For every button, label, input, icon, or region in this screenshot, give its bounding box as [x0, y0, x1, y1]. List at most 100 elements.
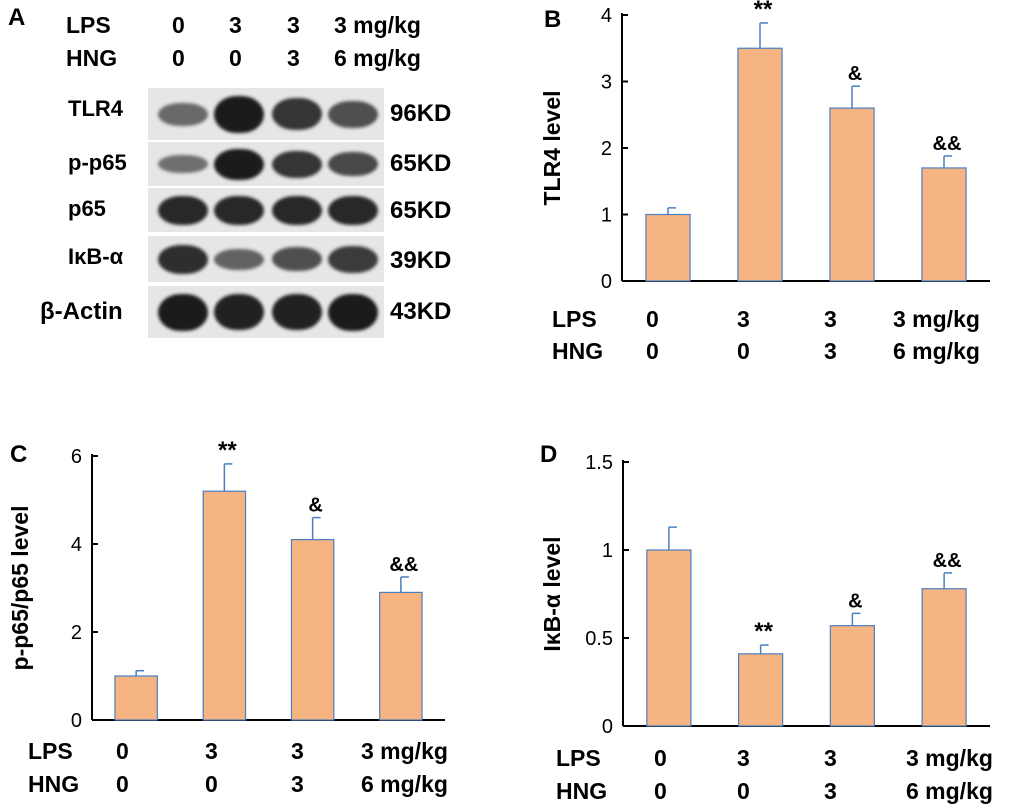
blot-band	[214, 249, 264, 270]
chart-d-lps-value: 3	[737, 745, 750, 771]
blot-band	[328, 101, 378, 128]
chart-b-hng-label: HNG	[552, 338, 604, 364]
y-tick-label: 2	[71, 622, 82, 644]
blot-band	[272, 294, 322, 330]
chart-c-lps-value: 3 mg/kg	[361, 738, 448, 764]
significance-label: &&	[933, 133, 962, 155]
blot-hng-label: HNG	[66, 45, 118, 71]
y-tick-label: 6	[71, 446, 82, 468]
blot-kd-p65: 65KD	[390, 197, 452, 224]
blot-lps-label: LPS	[66, 12, 111, 38]
blot-band	[272, 247, 322, 271]
chart-d-hng-value: 6 mg/kg	[906, 778, 993, 804]
bar	[737, 47, 783, 282]
blot-kd-beta-actin: 43KD	[390, 298, 452, 325]
blot-hng-value: 0	[229, 45, 242, 71]
chart-b-hng-value: 6 mg/kg	[893, 338, 980, 364]
chart-c-lps-value: 0	[116, 738, 129, 764]
blot-label-p-p65: p-p65	[68, 150, 127, 175]
blot-kd-tlr4: 96KD	[390, 100, 452, 127]
blot-label-tlr4: TLR4	[68, 96, 123, 121]
blot-band	[328, 196, 378, 225]
blot-band	[272, 151, 322, 178]
blot-strip-beta-actin	[148, 286, 384, 338]
panel-b-letter: B	[544, 6, 562, 33]
chart-d-lps-value: 0	[654, 745, 667, 771]
blot-band	[158, 103, 208, 126]
chart-d-lps-label: LPS	[556, 745, 601, 771]
chart-b-lps-value: 3 mg/kg	[893, 306, 980, 332]
blot-strip-p-p65	[148, 142, 384, 186]
blot-band	[328, 246, 378, 273]
blot-band	[158, 245, 208, 274]
y-tick-label: 0	[601, 271, 612, 293]
blot-band	[328, 294, 378, 331]
blot-band	[158, 196, 208, 225]
y-tick-label: 0	[71, 710, 82, 732]
panel-a-letter: A	[8, 4, 26, 31]
bar	[202, 490, 247, 721]
y-axis-label: IκB-α level	[539, 536, 565, 651]
y-tick-label: 4	[601, 5, 612, 27]
bar	[921, 167, 967, 282]
significance-label: **	[754, 0, 773, 23]
chart-c-lps-value: 3	[291, 738, 304, 764]
chart-b-lps-label: LPS	[552, 306, 597, 332]
blot-lps-value: 3	[287, 12, 300, 38]
bar	[829, 107, 875, 282]
bar	[921, 588, 967, 727]
chart-c-hng-label: HNG	[28, 771, 80, 797]
chart-b-lps-value: 0	[646, 306, 659, 332]
y-tick-label: 3	[601, 72, 612, 94]
panel-d-letter: D	[540, 441, 558, 468]
chart-c-hng-value: 0	[116, 771, 129, 797]
blot-band	[214, 149, 264, 180]
bar	[114, 675, 158, 721]
significance-label: &	[848, 590, 862, 612]
blot-strip-ikb-alpha	[148, 236, 384, 282]
chart-b-lps-value: 3	[737, 306, 750, 332]
blot-hng-value: 6 mg/kg	[334, 45, 421, 71]
bar	[829, 625, 875, 727]
blot-strip-p65	[148, 188, 384, 232]
chart-c-lps-label: LPS	[28, 738, 73, 764]
blot-hng-value: 0	[172, 45, 185, 71]
chart-d-hng-value: 3	[824, 778, 837, 804]
y-tick-label: 4	[71, 534, 82, 556]
chart-d-lps-value: 3	[824, 745, 837, 771]
panel-c-letter: C	[10, 441, 28, 468]
blot-lps-value: 0	[172, 12, 185, 38]
blot-band	[214, 96, 264, 133]
y-axis-label: p-p65/p65 level	[7, 506, 33, 671]
bar	[738, 653, 784, 727]
blot-hng-value: 3	[287, 45, 300, 71]
chart-d-hng-value: 0	[654, 778, 667, 804]
chart-c-hng-value: 3	[291, 771, 304, 797]
blot-kd-ikb-alpha: 39KD	[390, 247, 452, 274]
blot-band	[158, 155, 208, 173]
y-axis-label: TLR4 level	[539, 90, 565, 205]
y-tick-label: 1	[601, 205, 612, 227]
significance-label: **	[218, 437, 237, 464]
blot-band	[328, 152, 378, 176]
significance-label: &&	[933, 550, 962, 572]
y-tick-label: 1	[602, 540, 613, 562]
blot-band	[214, 196, 264, 225]
blot-label-ikb-alpha: IκB-α	[68, 244, 124, 269]
blot-band	[158, 294, 208, 331]
chart-c-hng-value: 6 mg/kg	[361, 771, 448, 797]
blot-band	[214, 294, 264, 330]
blot-label-beta-actin: β-Actin	[40, 298, 123, 325]
chart-b-hng-value: 3	[824, 338, 837, 364]
y-tick-label: 0.5	[585, 628, 613, 650]
blot-label-p65: p65	[68, 196, 106, 221]
y-tick-label: 0	[602, 716, 613, 738]
chart-d-hng-value: 0	[737, 778, 750, 804]
y-tick-label: 2	[601, 138, 612, 160]
chart-c-lps-value: 3	[205, 738, 218, 764]
chart-d-hng-label: HNG	[556, 778, 608, 804]
bar	[646, 549, 692, 727]
